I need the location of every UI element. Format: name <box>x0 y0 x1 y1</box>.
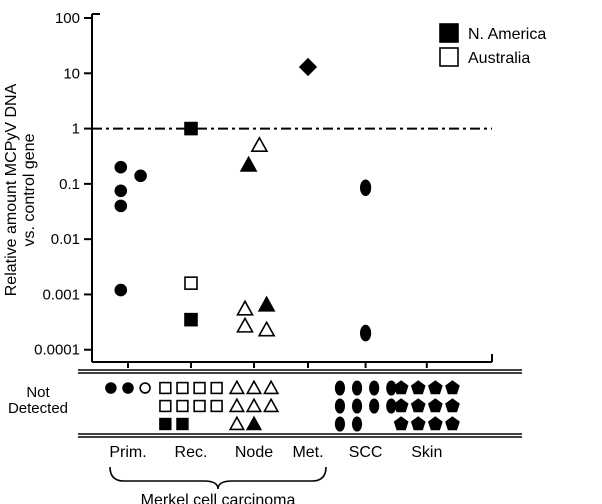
legend: N. America Australia <box>440 24 546 67</box>
svg-text:vs. control gene: vs. control gene <box>21 133 38 246</box>
legend-swatch <box>440 24 458 42</box>
scatter-chart: 0.0001 0.001 0.01 0.1 1 10 100 Relative amount … <box>0 0 602 504</box>
svg-text:0.0001: 0.0001 <box>34 342 80 359</box>
svg-text:0.1: 0.1 <box>59 176 80 193</box>
brace-icon <box>110 467 326 489</box>
svg-text:1: 1 <box>72 121 80 138</box>
legend-label: Australia <box>468 50 530 67</box>
category-label: Skin <box>411 444 442 461</box>
category-label: SCC <box>349 444 383 461</box>
legend-swatch <box>440 48 458 66</box>
svg-text:10: 10 <box>63 65 80 82</box>
legend-label: N. America <box>468 26 546 43</box>
data-points <box>115 59 370 341</box>
category-label: Rec. <box>175 444 208 461</box>
svg-text:0.001: 0.001 <box>42 286 80 303</box>
svg-text:100: 100 <box>55 10 80 27</box>
category-label: Met. <box>292 444 323 461</box>
y-axis-label: Relative amount MCPyV DNA <box>3 83 20 296</box>
svg-text:0.01: 0.01 <box>51 231 80 248</box>
not-detected-label: Not <box>26 384 50 401</box>
category-label: Node <box>235 444 273 461</box>
brace-label: Merkel cell carcinoma <box>141 492 296 504</box>
not-detected-label: Detected <box>8 400 68 417</box>
category-label: Prim. <box>109 444 146 461</box>
